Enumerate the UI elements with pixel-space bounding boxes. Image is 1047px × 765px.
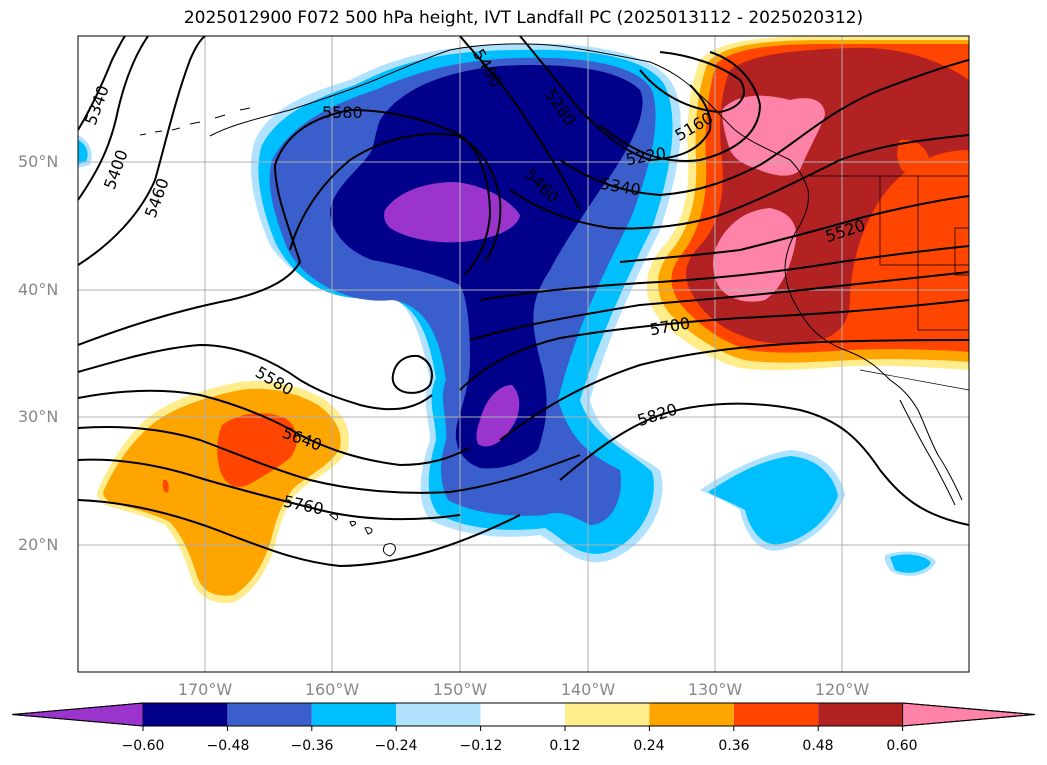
neg-024-west [78, 140, 88, 164]
contour-5580-east [479, 245, 969, 301]
contour-5700-west [78, 425, 581, 494]
contour-label: 5820 [635, 399, 680, 430]
contour-5460-west [78, 36, 206, 266]
colorbar-segment [396, 703, 481, 726]
colorbar-tick-label: −0.48 [206, 738, 250, 754]
contour-5760-east [499, 339, 969, 441]
lon-label-170w: 170°W [177, 680, 233, 699]
contour-5580-main [78, 108, 492, 346]
colorbar-extend-max [902, 702, 1036, 727]
contour-5820-west [78, 499, 521, 568]
colorbar-extend-min [11, 702, 144, 727]
colorbar-tick-label: −0.60 [121, 738, 165, 754]
lon-label-160w: 160°W [304, 680, 360, 699]
contour-5160 [639, 51, 745, 114]
aleutians [139, 107, 251, 136]
colorbar-segment [818, 703, 903, 726]
height-contours [78, 36, 969, 568]
contour-5280 [519, 36, 712, 162]
contour-5340-west [78, 36, 126, 131]
colorbar-tick-label: 0.36 [718, 738, 750, 754]
map-title: 2025012900 F072 500 hPa height, IVT Land… [183, 8, 864, 28]
contour-label: 5340 [81, 83, 113, 128]
contour-5460-east [509, 134, 969, 230]
colorbar-tick-label: −0.24 [374, 738, 418, 754]
lat-label-50n: 50°N [18, 152, 59, 171]
contour-5400-north [459, 36, 581, 211]
colorbar-segment [649, 703, 734, 726]
neg-060-south [476, 385, 520, 447]
colorbar-tick-label: 0.12 [549, 738, 581, 754]
lon-label-130w: 130°W [687, 680, 743, 699]
baja-coast [899, 399, 956, 506]
neg-024-small [890, 554, 931, 573]
pos-024-west [103, 388, 341, 596]
neg-060-north [384, 182, 520, 243]
coastlines [139, 43, 969, 557]
contour-5520 [619, 195, 969, 263]
colorbar-segment [565, 703, 650, 726]
colorbar-tick-label: −0.36 [290, 738, 334, 754]
contour-5640-west [78, 389, 471, 467]
pos-reddish-inland [897, 139, 969, 268]
lat-label-20n: 20°N [18, 535, 59, 554]
contour-label: 5580 [322, 103, 363, 122]
contour-label: 5460 [141, 175, 173, 220]
colorbar-tick-label: 0.48 [802, 738, 834, 754]
lon-label-120w: 120°W [814, 680, 870, 699]
colorbar-segment [733, 703, 819, 726]
contour-small-loop [391, 354, 433, 394]
lon-label-140w: 140°W [560, 680, 616, 699]
filled-ivt-anomaly [78, 36, 969, 604]
colorbar-segment [143, 703, 228, 726]
contour-5340 [559, 59, 969, 197]
hawaii [329, 513, 396, 557]
colorbar-tick-label: −0.12 [459, 738, 503, 754]
lon-label-150w: 150°W [432, 680, 488, 699]
contour-5640-east [469, 271, 969, 341]
colorbar-tick-label: 0.24 [633, 738, 665, 754]
neg-048 [330, 65, 643, 469]
pos-036-west [162, 413, 297, 493]
neg-024-south [708, 456, 838, 545]
map-frame [77, 35, 970, 673]
lat-label-40n: 40°N [18, 280, 59, 299]
colorbar-segment [227, 703, 312, 726]
contour-label: 5760 [282, 492, 326, 519]
contour-5820 [559, 402, 969, 526]
contour-5220 [599, 51, 762, 162]
contour-5400-west [78, 36, 149, 201]
colorbar-segment [311, 703, 397, 726]
contour-5700 [459, 299, 969, 391]
alaska-coast [209, 43, 963, 501]
contour-5760-west [78, 458, 461, 521]
colorbar [11, 702, 1036, 731]
graticule [78, 36, 969, 672]
contour-5580-west [78, 343, 433, 411]
colorbar-tick-label: 0.60 [886, 738, 918, 754]
colorbar-segment [480, 703, 565, 726]
state-borders [859, 176, 969, 391]
contour-5460-loop [289, 132, 502, 263]
lat-label-30n: 30°N [18, 407, 59, 426]
